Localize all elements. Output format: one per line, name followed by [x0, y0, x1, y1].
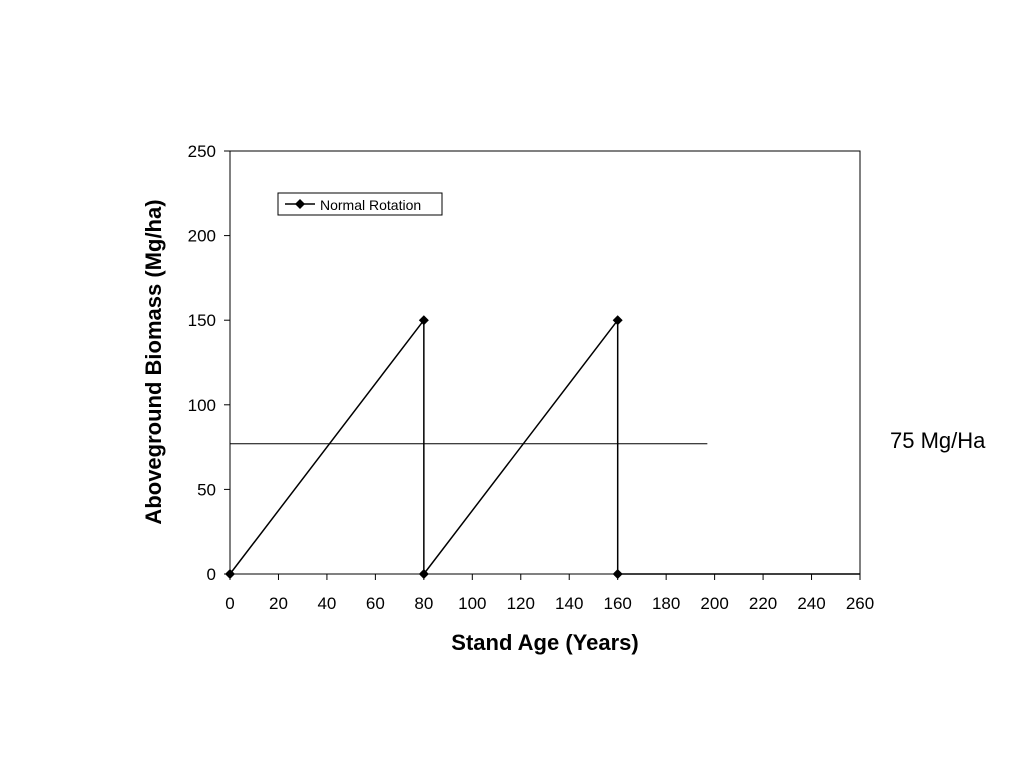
y-tick-label: 250 — [188, 142, 216, 161]
plot-area — [229, 150, 861, 575]
x-tick-label: 260 — [846, 594, 874, 613]
x-tick-label: 140 — [555, 594, 583, 613]
data-point-marker — [418, 569, 429, 579]
legend-box — [277, 192, 443, 216]
legend-diamond-marker — [295, 199, 305, 209]
x-tick-label: 60 — [366, 594, 385, 613]
x-tick-label: 200 — [700, 594, 728, 613]
data-point-marker — [612, 315, 623, 326]
x-tick-label: 120 — [507, 594, 535, 613]
x-tick-label: 220 — [749, 594, 777, 613]
data-point-marker — [612, 569, 623, 579]
y-tick-label: 100 — [188, 396, 216, 415]
legend-label: Normal Rotation — [320, 197, 421, 213]
x-axis: 0 20 40 60 80 100 120 140 160 180 200 220 240 260 — [225, 574, 874, 613]
x-tick-label: 100 — [458, 594, 486, 613]
x-tick-label: 160 — [604, 594, 632, 613]
y-tick-label: 50 — [197, 480, 216, 499]
x-tick-label: 40 — [317, 594, 336, 613]
y-tick-label: 0 — [207, 565, 216, 584]
x-tick-label: 180 — [652, 594, 680, 613]
series-line-normal-rotation — [229, 317, 860, 577]
y-axis: 0 50 100 150 200 250 — [188, 142, 230, 584]
y-tick-label: 150 — [188, 311, 216, 330]
series-group — [225, 315, 860, 579]
y-tick-label: 200 — [188, 227, 216, 246]
x-tick-label: 80 — [414, 594, 433, 613]
data-point-marker — [225, 569, 235, 579]
x-axis-title: Stand Age (Years) — [451, 630, 638, 655]
x-tick-label: 20 — [269, 594, 288, 613]
data-point-marker — [418, 315, 429, 326]
legend: Normal Rotation — [277, 192, 443, 216]
x-tick-label: 0 — [225, 594, 234, 613]
x-tick-label: 240 — [797, 594, 825, 613]
reference-line-label: 75 Mg/Ha — [890, 428, 986, 453]
y-axis-title: Aboveground Biomass (Mg/ha) — [141, 199, 166, 524]
